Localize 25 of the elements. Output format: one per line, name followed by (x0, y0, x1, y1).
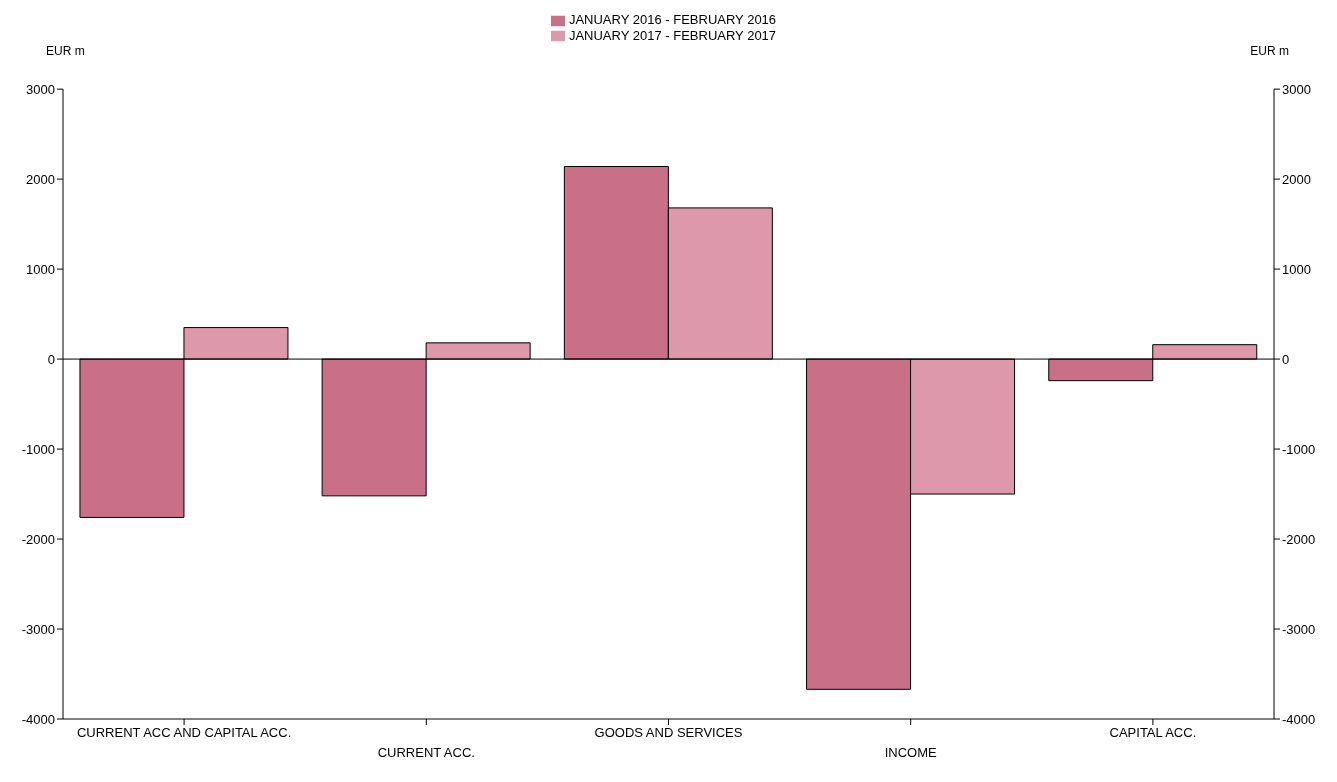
y2-tick-label: -4000 (1282, 711, 1316, 727)
x-tick-label: GOODS AND SERVICES (594, 725, 743, 740)
x-tick-label: CAPITAL ACC. (1109, 725, 1197, 740)
y-tick-label: 2000 (26, 171, 55, 187)
y2-tick-label: -1000 (1282, 441, 1316, 457)
y2-tick-label: -3000 (1282, 621, 1316, 637)
x-tick-label: CURRENT ACC AND CAPITAL ACC. (76, 725, 292, 740)
y-tick-label: 3000 (26, 81, 55, 97)
y-tick-label: 1000 (26, 261, 55, 277)
y-tick-label: -3000 (21, 621, 55, 637)
y-tick-label: -2000 (21, 531, 55, 547)
y2-axis-title: EUR m (1250, 44, 1289, 58)
legend-label: JANUARY 2016 - FEBRUARY 2016 (568, 12, 777, 27)
x-tick-label: CURRENT ACC. (377, 745, 475, 760)
y2-tick-label: 1000 (1282, 261, 1311, 277)
y-tick-label: -4000 (21, 711, 55, 727)
y2-tick-label: 0 (1282, 351, 1290, 367)
legend-label: JANUARY 2017 - FEBRUARY 2017 (568, 27, 777, 43)
y2-tick-label: 3000 (1282, 81, 1311, 97)
y-axis-title: EUR m (46, 44, 85, 58)
y-tick-label: 0 (47, 351, 55, 367)
y2-tick-label: 2000 (1282, 171, 1311, 187)
y-tick-label: -1000 (21, 441, 55, 457)
x-tick-label: INCOME (884, 745, 938, 760)
y2-tick-label: -2000 (1282, 531, 1316, 547)
